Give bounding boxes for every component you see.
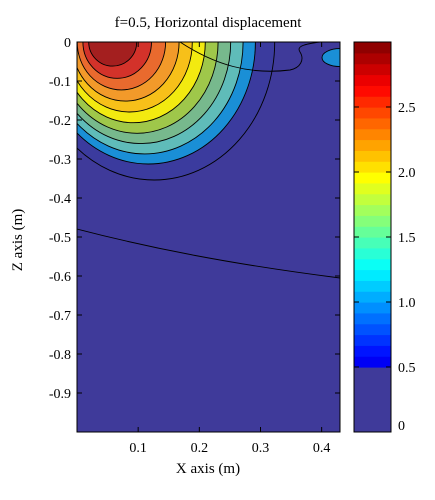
contour-line-low bbox=[77, 228, 340, 279]
colorbar-band bbox=[354, 215, 391, 227]
colorbar-band bbox=[354, 367, 391, 432]
colorbar-band bbox=[354, 161, 391, 173]
y-tick-label: -0.1 bbox=[49, 75, 71, 90]
contour-patch bbox=[321, 48, 340, 68]
colorbar-band bbox=[354, 42, 391, 54]
colorbar-band bbox=[354, 280, 391, 292]
colorbar-band bbox=[354, 139, 391, 151]
colorbar-band bbox=[354, 334, 391, 346]
colorbar-band bbox=[354, 63, 391, 76]
colorbar-tick-label: 2.5 bbox=[398, 101, 416, 116]
colorbar-band bbox=[354, 128, 391, 141]
x-tick-label: 0.2 bbox=[191, 441, 209, 456]
colorbar-band bbox=[354, 172, 391, 184]
colorbar-band bbox=[354, 117, 391, 130]
colorbar-band bbox=[354, 258, 391, 271]
plot-area bbox=[76, 41, 341, 433]
colorbar-band bbox=[354, 237, 391, 249]
colorbar-band bbox=[354, 150, 391, 162]
colorbar-band bbox=[354, 302, 391, 314]
colorbar-band bbox=[354, 74, 391, 86]
y-tick-label: -0.4 bbox=[49, 192, 71, 207]
colorbar-band bbox=[354, 52, 391, 65]
x-axis-label: X axis (m) bbox=[176, 461, 240, 477]
colorbar-band bbox=[354, 96, 391, 108]
colorbar-band bbox=[354, 226, 391, 238]
colorbar-band bbox=[354, 312, 391, 325]
y-tick-label: 0 bbox=[64, 36, 71, 51]
y-tick-label: -0.3 bbox=[49, 153, 71, 168]
x-axis: 0.1 0.2 0.3 0.4 bbox=[129, 42, 330, 456]
x-tick-label: 0.1 bbox=[129, 441, 147, 456]
y-tick-label: -0.2 bbox=[49, 114, 71, 129]
colorbar-tick-label: 2.0 bbox=[398, 166, 416, 181]
colorbar-band bbox=[354, 323, 391, 336]
colorbar-band bbox=[354, 291, 391, 303]
y-tick-label: -0.5 bbox=[49, 231, 71, 246]
colorbar-tick-label: 0 bbox=[398, 419, 405, 434]
contour-fills bbox=[77, 42, 276, 181]
colorbar-tick-label: 0.5 bbox=[398, 361, 416, 376]
y-tick-label: -0.8 bbox=[49, 348, 71, 363]
colorbar-band bbox=[354, 247, 391, 260]
colorbar-band bbox=[354, 269, 391, 281]
colorbar-band bbox=[354, 182, 391, 195]
chart-title: f=0.5, Horizontal displacement bbox=[115, 15, 303, 31]
colorbar-band bbox=[354, 356, 391, 368]
colorbar-band bbox=[354, 193, 391, 206]
colorbar-tick-label: 1.5 bbox=[398, 231, 416, 246]
contour-level-11 bbox=[88, 42, 138, 67]
colorbar-band bbox=[354, 107, 391, 119]
y-axis-label: Z axis (m) bbox=[10, 209, 26, 271]
y-axis: 0 -0.1 -0.2 -0.3 -0.4 -0.5 -0.6 -0.7 -0.8 -0.9 bbox=[49, 36, 340, 402]
colorbar-band bbox=[354, 204, 391, 216]
surface-patch bbox=[321, 48, 340, 68]
x-tick-label: 0.4 bbox=[313, 441, 331, 456]
colorbar-ticks: 0 0.5 1.0 1.5 2.0 2.5 bbox=[354, 101, 416, 434]
colorbar bbox=[354, 42, 391, 432]
y-tick-label: -0.7 bbox=[49, 309, 71, 324]
colorbar-band bbox=[354, 345, 391, 357]
colorbar-band bbox=[354, 85, 391, 97]
y-tick-label: -0.9 bbox=[49, 387, 71, 402]
x-tick-label: 0.3 bbox=[252, 441, 270, 456]
colorbar-tick-label: 1.0 bbox=[398, 296, 416, 311]
contour-line-surface bbox=[179, 42, 321, 72]
y-tick-label: -0.6 bbox=[49, 270, 71, 285]
